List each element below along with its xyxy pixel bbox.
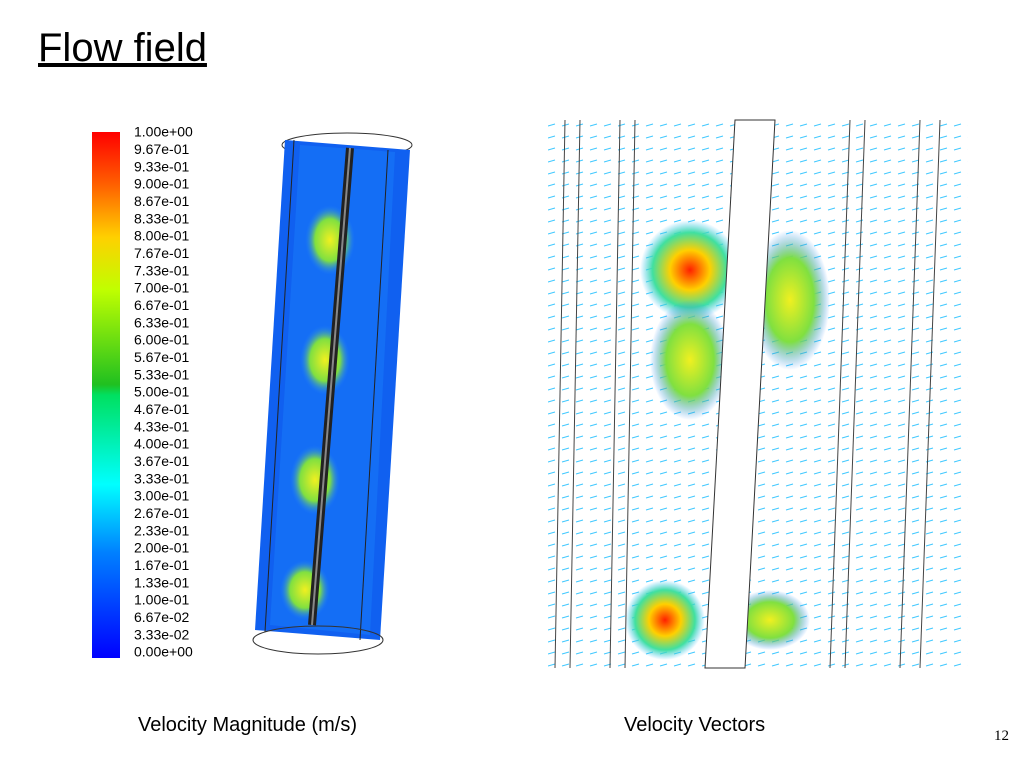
colorbar-label: 1.00e-01: [134, 592, 189, 608]
colorbar-label: 7.33e-01: [134, 262, 189, 278]
page-number: 12: [994, 728, 1009, 744]
colorbar-label: 7.00e-01: [134, 280, 189, 296]
figure: 1.00e+009.67e-019.33e-01 9.00e-018.67e-01…: [92, 119, 968, 669]
colorbar-label: 6.67e-01: [134, 297, 189, 313]
colorbar-label: 1.00e+00: [134, 124, 193, 140]
colorbar-label: 8.00e-01: [134, 228, 189, 244]
colorbar-label: 2.67e-01: [134, 505, 189, 521]
colorbar: [92, 132, 120, 658]
colorbar-label: 6.67e-02: [134, 609, 189, 625]
colorbar-label: 5.33e-01: [134, 366, 189, 382]
colorbar-label: 4.33e-01: [134, 418, 189, 434]
colorbar-label: 3.33e-02: [134, 626, 189, 642]
colorbar-label: 1.33e-01: [134, 574, 189, 590]
colorbar-label: 8.33e-01: [134, 210, 189, 226]
colorbar-label: 5.67e-01: [134, 349, 189, 365]
colorbar-label: 1.67e-01: [134, 557, 189, 573]
colorbar-label: 8.67e-01: [134, 193, 189, 209]
colorbar-label: 5.00e-01: [134, 384, 189, 400]
caption: Velocity Vectors: [624, 714, 766, 736]
colorbar-label: 9.67e-01: [134, 141, 189, 157]
colorbar-label: 0.00e+00: [134, 644, 193, 660]
colorbar-label: 3.67e-01: [134, 453, 189, 469]
colorbar-label: 6.00e-01: [134, 332, 189, 348]
colorbar-label: 4.00e-01: [134, 436, 189, 452]
slide-title: Flow field: [38, 26, 207, 70]
colorbar-label: 3.00e-01: [134, 488, 189, 504]
colorbar-label: 7.67e-01: [134, 245, 189, 261]
colorbar-label: 2.33e-01: [134, 522, 189, 538]
colorbar-label: 6.33e-01: [134, 314, 189, 330]
caption: Velocity Magnitude (m/s): [138, 714, 357, 736]
colorbar-label: 9.33e-01: [134, 158, 189, 174]
colorbar-label: 3.33e-01: [134, 470, 189, 486]
colorbar-label: 4.67e-01: [134, 401, 189, 417]
colorbar-label: 2.00e-01: [134, 540, 189, 556]
vector-image: [548, 119, 968, 669]
contour-image: [252, 132, 413, 655]
colorbar-label: 9.00e-01: [134, 176, 189, 192]
